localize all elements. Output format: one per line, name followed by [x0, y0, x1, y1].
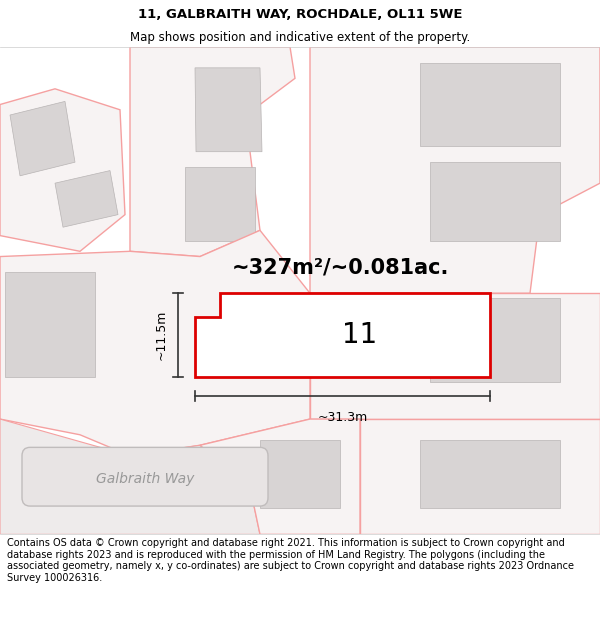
- Text: 11: 11: [343, 321, 377, 349]
- Polygon shape: [55, 171, 118, 227]
- Text: Galbraith Way: Galbraith Way: [96, 472, 194, 486]
- Polygon shape: [0, 419, 260, 534]
- Polygon shape: [200, 419, 360, 534]
- Polygon shape: [0, 89, 125, 251]
- Polygon shape: [195, 68, 262, 152]
- Polygon shape: [130, 47, 295, 256]
- Polygon shape: [185, 168, 255, 241]
- Polygon shape: [260, 440, 340, 508]
- Polygon shape: [310, 47, 600, 293]
- FancyBboxPatch shape: [22, 448, 268, 506]
- Text: ~11.5m: ~11.5m: [155, 310, 168, 361]
- Polygon shape: [310, 293, 600, 419]
- Polygon shape: [0, 231, 310, 456]
- Polygon shape: [5, 272, 95, 377]
- Polygon shape: [195, 293, 490, 377]
- Text: Contains OS data © Crown copyright and database right 2021. This information is : Contains OS data © Crown copyright and d…: [7, 538, 574, 582]
- Text: Map shows position and indicative extent of the property.: Map shows position and indicative extent…: [130, 31, 470, 44]
- Text: ~31.3m: ~31.3m: [317, 411, 368, 424]
- Polygon shape: [360, 419, 600, 534]
- Polygon shape: [420, 62, 560, 146]
- Text: ~327m²/~0.081ac.: ~327m²/~0.081ac.: [232, 257, 449, 277]
- Polygon shape: [420, 440, 560, 508]
- Polygon shape: [430, 299, 560, 382]
- Polygon shape: [10, 101, 75, 176]
- Text: 11, GALBRAITH WAY, ROCHDALE, OL11 5WE: 11, GALBRAITH WAY, ROCHDALE, OL11 5WE: [138, 8, 462, 21]
- Polygon shape: [430, 162, 560, 241]
